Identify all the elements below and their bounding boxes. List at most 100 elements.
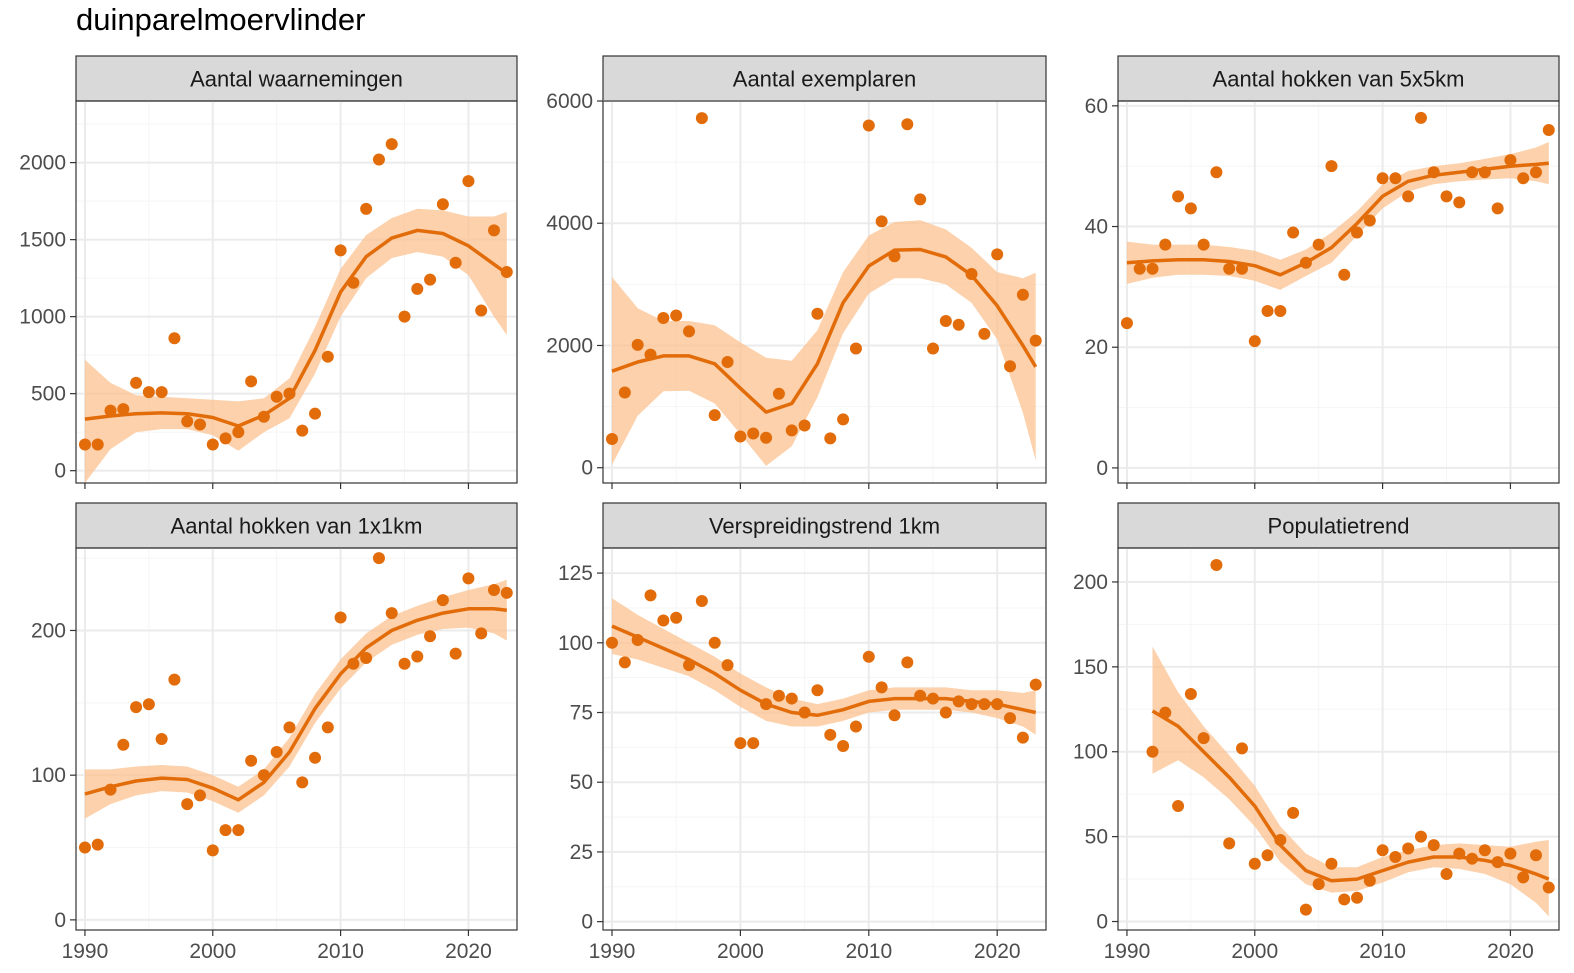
y-tick-label: 0 [1096, 911, 1108, 934]
data-point [321, 721, 334, 734]
data-point [849, 720, 862, 733]
data-point [811, 684, 824, 697]
data-point [1223, 837, 1236, 850]
data-point [411, 650, 424, 663]
trend-line [611, 247, 1038, 414]
data-point [1287, 226, 1300, 239]
panel-4: Aantal hokken van 1x1km 0 100 200 1990 2000 20… [31, 502, 518, 963]
y-tick-label: 6000 [546, 90, 593, 113]
data-point [1325, 160, 1338, 173]
panel-title: Verspreidingstrend 1km [709, 514, 940, 539]
data-point [849, 342, 862, 355]
data-point [1172, 190, 1185, 203]
data-point [91, 438, 104, 451]
x-tick-label: 2020 [445, 940, 492, 963]
data-point [1414, 111, 1427, 124]
data-point [462, 572, 475, 585]
data-point [785, 692, 798, 705]
trend-line [84, 228, 508, 428]
y-tick-label: 25 [570, 841, 593, 864]
data-point [1210, 166, 1223, 179]
data-point [618, 656, 631, 669]
data-point [978, 327, 991, 340]
x-tick-label: 2000 [717, 940, 764, 963]
data-point [1146, 745, 1159, 758]
data-point [837, 413, 850, 426]
data-point [1016, 731, 1029, 744]
trend-line [1151, 709, 1550, 883]
data-point [1184, 688, 1197, 701]
data-point [1529, 849, 1542, 862]
y-tick-label: 500 [31, 383, 66, 406]
data-point [1351, 891, 1364, 904]
data-point [1517, 172, 1530, 185]
data-point [875, 681, 888, 694]
data-point [1376, 172, 1389, 185]
data-point [734, 430, 747, 443]
data-point [1248, 335, 1261, 348]
x-tick-label: 1990 [62, 940, 109, 963]
data-point [104, 404, 117, 417]
panel-6: Populatietrend 0 50 100 150 200 1990 2000 2010 20… [1073, 502, 1560, 963]
data-point [1542, 123, 1555, 136]
data-point [78, 841, 91, 854]
y-tick-label: 200 [1073, 571, 1108, 594]
data-point [657, 614, 670, 627]
panel-title: Aantal exemplaren [733, 67, 916, 92]
data-point [862, 119, 875, 132]
data-point [360, 202, 373, 215]
data-point [1299, 903, 1312, 916]
data-point [1184, 202, 1197, 215]
panel-2: Aantal exemplaren 0 2000 4000 6000 [546, 55, 1047, 489]
data-point [296, 776, 309, 789]
data-point [475, 304, 488, 317]
data-point [168, 332, 181, 345]
y-tick-label: 150 [1073, 656, 1108, 679]
y-tick-label: 2000 [19, 152, 66, 175]
data-point [772, 689, 785, 702]
data-point [798, 419, 811, 432]
data-point [1504, 154, 1517, 167]
panel-title: Populatietrend [1268, 514, 1410, 539]
data-point [875, 215, 888, 228]
y-tick-label: 200 [31, 619, 66, 642]
data-point [1210, 558, 1223, 571]
confidence-band [84, 579, 507, 819]
figure-title: duinparelmoervlinder [76, 2, 366, 37]
data-point [1504, 847, 1517, 860]
data-point [130, 701, 143, 714]
data-point [811, 307, 824, 320]
data-point [1363, 214, 1376, 227]
data-point [155, 386, 168, 399]
data-point [1427, 839, 1440, 852]
data-point [449, 256, 462, 269]
data-point [1414, 830, 1427, 843]
y-tick-label: 100 [1073, 741, 1108, 764]
data-point [1159, 238, 1172, 251]
x-tick-label: 2010 [1359, 940, 1406, 963]
data-point [372, 552, 385, 565]
data-point [1261, 305, 1274, 318]
y-tick-label: 100 [558, 632, 593, 655]
data-point [487, 224, 500, 237]
data-point [142, 698, 155, 711]
panel-strip [75, 55, 518, 102]
x-tick-label: 2010 [845, 940, 892, 963]
data-point [888, 709, 901, 722]
data-point [232, 824, 245, 837]
data-point [385, 607, 398, 620]
data-point [219, 432, 232, 445]
data-point [1172, 800, 1185, 813]
data-point [1478, 844, 1491, 857]
data-point [644, 589, 657, 602]
confidence-band [84, 208, 507, 484]
data-point [1389, 850, 1402, 863]
x-tick-label: 2000 [1231, 940, 1278, 963]
data-point [747, 427, 760, 440]
y-tick-label: 0 [581, 911, 593, 934]
x-tick-label: 2010 [317, 940, 364, 963]
data-point [1312, 238, 1325, 251]
data-point [1312, 878, 1325, 891]
data-point [670, 611, 683, 624]
data-point [398, 657, 411, 670]
